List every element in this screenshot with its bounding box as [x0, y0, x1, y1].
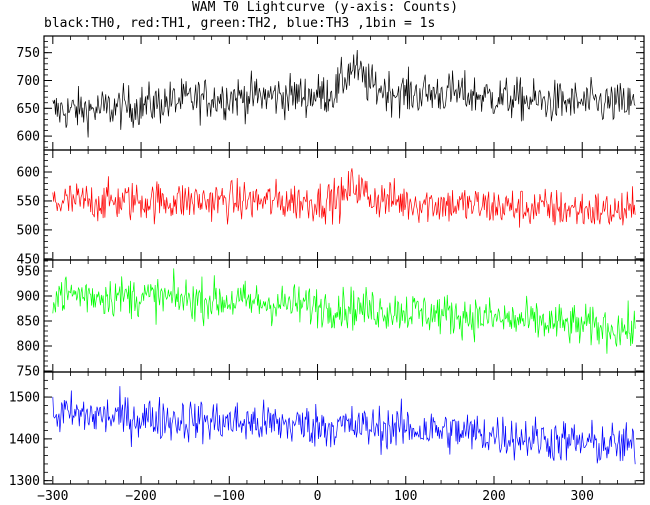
y-tick-label: 650: [17, 102, 40, 117]
y-tick-label: 950: [17, 265, 40, 280]
x-tick-label: 0: [314, 489, 322, 504]
y-tick-label: 600: [17, 166, 40, 181]
y-tick-label: 750: [17, 365, 40, 380]
series-th0-line: [52, 50, 636, 138]
y-tick-label: 550: [17, 194, 40, 209]
y-tick-label: 600: [17, 130, 40, 145]
x-tick-label: 100: [394, 489, 417, 504]
series-th2-line: [52, 268, 636, 354]
panel-frame-th3: [43, 371, 645, 485]
x-tick-label: −300: [37, 489, 68, 504]
panel-frame-th2: [43, 259, 645, 373]
chart-subtitle: black:TH0, red:TH1, green:TH2, blue:TH3 …: [44, 16, 436, 31]
y-tick-label: 1400: [9, 432, 40, 447]
y-tick-label: 900: [17, 290, 40, 305]
y-tick-label: 1500: [9, 391, 40, 406]
y-tick-label: 700: [17, 74, 40, 89]
y-tick-label: 750: [17, 46, 40, 61]
series-th1-line: [52, 168, 636, 228]
series-th3-line: [52, 386, 636, 465]
chart-title: WAM T0 Lightcurve (y-axis: Counts): [191, 0, 459, 15]
y-tick-label: 850: [17, 315, 40, 330]
y-tick-label: 500: [17, 223, 40, 238]
x-tick-label: 300: [570, 489, 593, 504]
y-tick-label: 1300: [9, 474, 40, 489]
y-tick-label: 450: [17, 252, 40, 267]
x-tick-label: 200: [482, 489, 505, 504]
x-tick-label: −100: [214, 489, 245, 504]
x-tick-label: −200: [125, 489, 156, 504]
y-tick-label: 800: [17, 340, 40, 355]
